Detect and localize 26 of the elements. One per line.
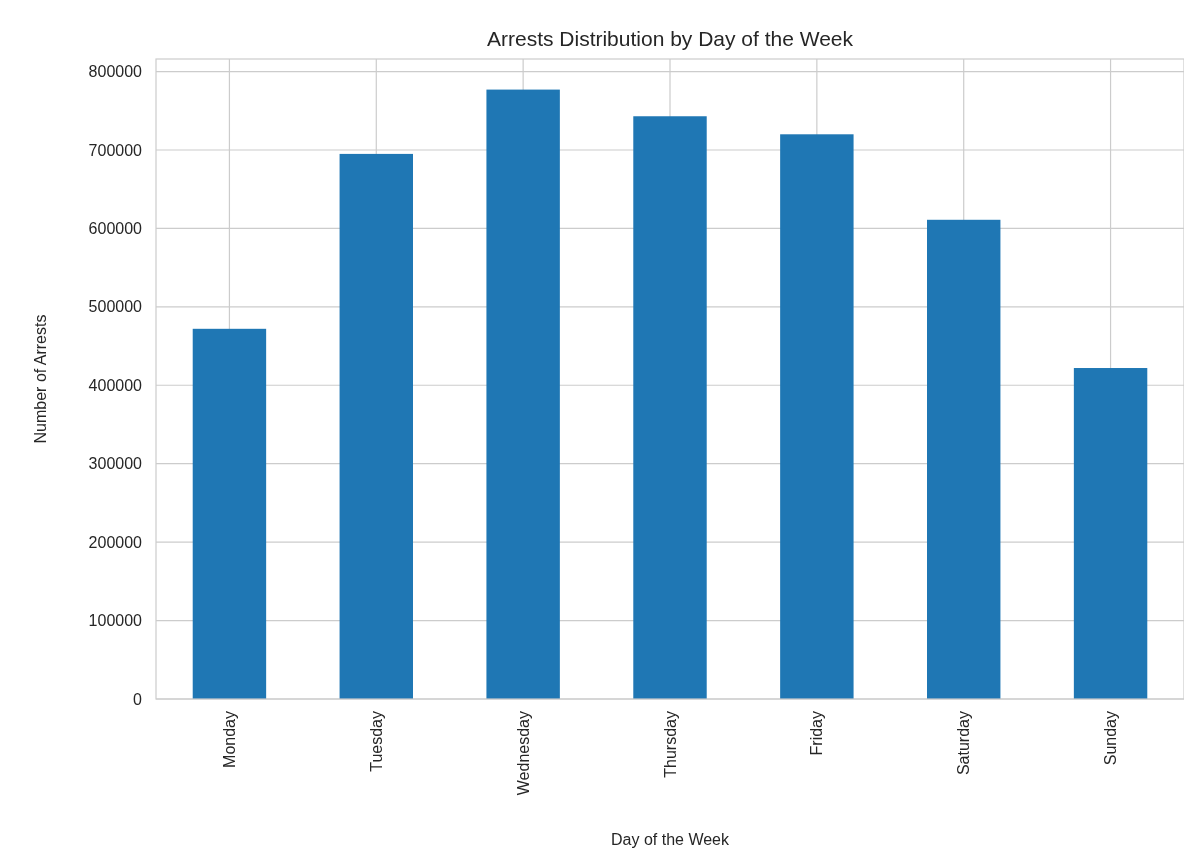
y-tick-label: 800000 (88, 63, 143, 81)
y-axis-title: Number of Arrests (32, 314, 49, 444)
bar (1073, 368, 1148, 699)
x-axis-title: Day of the Week (611, 831, 730, 848)
x-tick-label: Friday (808, 711, 826, 756)
y-tick-label: 300000 (88, 455, 143, 473)
x-tick-label: Monday (221, 711, 239, 768)
y-tick-label: 200000 (88, 533, 143, 551)
y-tick-label: 500000 (88, 298, 143, 316)
bar (192, 328, 267, 699)
x-tick-label: Thursday (661, 711, 679, 778)
y-tick-label: 400000 (88, 376, 143, 394)
chart-title: Arrests Distribution by Day of the Week (486, 27, 854, 50)
y-tick-label: 100000 (88, 612, 143, 630)
x-tick-label: Wednesday (514, 711, 532, 796)
x-tick-label: Saturday (955, 711, 973, 776)
y-tick-label: 700000 (88, 141, 143, 159)
bar (780, 134, 854, 699)
bar (927, 219, 1001, 699)
y-tick-label: 600000 (88, 220, 143, 238)
bar (486, 89, 560, 699)
x-tick-label: Sunday (1102, 711, 1120, 766)
y-tick-label: 0 (133, 690, 143, 708)
x-tick-label: Tuesday (367, 711, 385, 772)
bar (339, 153, 413, 699)
bar (633, 116, 707, 699)
